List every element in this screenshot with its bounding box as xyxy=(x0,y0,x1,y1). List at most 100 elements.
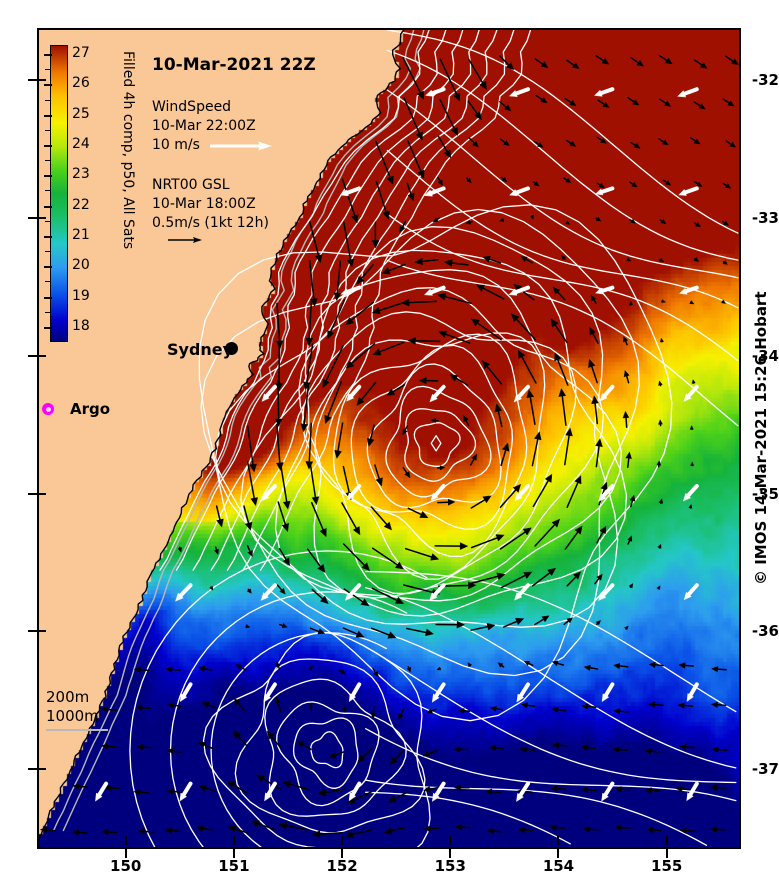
current-vector-head xyxy=(588,359,596,368)
current-vector-head xyxy=(360,598,370,607)
current-vector xyxy=(388,263,406,272)
x-tick-label: 153 xyxy=(434,857,466,875)
x-tick-inner xyxy=(232,836,235,845)
wind-legend-time: 10-Mar 22:00Z xyxy=(152,118,256,134)
current-vector-head xyxy=(198,742,206,748)
current-vector-head xyxy=(404,471,411,478)
wind-vector xyxy=(430,87,446,96)
current-vector-head xyxy=(419,377,427,384)
current-vector xyxy=(421,258,439,263)
current-vector-head xyxy=(569,141,576,147)
ssh-contour-offshore-n-2 xyxy=(386,89,739,279)
current-vector xyxy=(531,572,551,587)
y-tick-inner xyxy=(37,354,46,357)
current-vector xyxy=(142,746,153,749)
wind-vector xyxy=(599,87,615,96)
current-vector xyxy=(685,829,696,833)
current-vector-head xyxy=(631,182,638,188)
current-vector-head xyxy=(381,267,391,275)
current-vector-head xyxy=(138,828,145,835)
current-vector xyxy=(414,340,441,343)
current-vector xyxy=(488,258,502,264)
current-vector-head xyxy=(615,786,622,793)
current-vector-head xyxy=(283,500,291,510)
current-vector xyxy=(234,828,248,834)
current-vector xyxy=(170,829,181,832)
colorbar-tick xyxy=(44,296,52,299)
current-vector xyxy=(629,181,634,186)
wind-vector xyxy=(429,186,446,195)
current-vector-head xyxy=(312,830,321,838)
current-vector-head xyxy=(474,111,482,120)
current-vector xyxy=(276,423,281,464)
current-vector xyxy=(324,788,346,794)
current-vector xyxy=(246,460,255,499)
current-vector-head xyxy=(625,451,632,459)
ssh-contour-warm-eddy-9 xyxy=(274,269,623,602)
current-vector xyxy=(276,302,281,342)
current-vector xyxy=(558,744,568,747)
current-vector-head xyxy=(104,784,112,791)
current-vector-head xyxy=(416,131,423,141)
colorbar-title: Filled 4h comp, p50, All Sats xyxy=(120,51,136,250)
current-vector xyxy=(499,138,506,144)
wind-vector-head xyxy=(180,693,187,702)
current-vector-head xyxy=(216,518,224,528)
current-vector xyxy=(375,140,391,178)
colorbar-gradient xyxy=(50,45,68,342)
current-vector xyxy=(308,299,313,340)
current-vector-head xyxy=(177,547,182,553)
current-vector xyxy=(594,577,600,585)
current-vector-head xyxy=(550,785,558,792)
wind-vector xyxy=(434,781,446,798)
current-vector-head xyxy=(664,100,671,107)
x-tick-label: 151 xyxy=(218,857,250,875)
ssh-contour-eac-2 xyxy=(192,30,464,571)
current-vector-head xyxy=(665,180,671,186)
current-vector-head xyxy=(569,100,577,106)
wind-vector-head xyxy=(346,393,354,402)
current-vector xyxy=(353,790,373,801)
current-vector-head xyxy=(530,215,534,220)
current-vector xyxy=(501,176,505,180)
y-tick-mark xyxy=(28,79,37,82)
current-vector-head xyxy=(431,418,437,423)
current-vector xyxy=(451,262,469,266)
wind-vector xyxy=(518,682,530,698)
current-vector-head xyxy=(506,62,514,70)
current-vector xyxy=(262,777,282,791)
current-vector-head xyxy=(723,220,729,226)
current-vector-head xyxy=(247,550,253,557)
current-vector-head xyxy=(513,484,521,493)
current-vector xyxy=(45,829,56,832)
current-vector xyxy=(402,57,422,94)
y-tick-mark xyxy=(28,217,37,220)
current-vector-head xyxy=(40,827,47,833)
current-vector-head xyxy=(727,100,735,107)
x-tick-mark xyxy=(449,849,452,858)
current-vector-head xyxy=(552,742,560,749)
ssh-contour-eac-1 xyxy=(175,30,447,571)
x-tick-mark xyxy=(232,849,235,858)
current-vector-head xyxy=(419,511,429,518)
current-vector xyxy=(470,499,486,509)
current-vector-head xyxy=(487,828,495,835)
x-tick-label: 150 xyxy=(110,857,142,875)
wind-vector-head xyxy=(429,592,438,601)
wind-vector-head xyxy=(508,288,518,296)
current-vector-head xyxy=(437,293,447,301)
current-vector-head xyxy=(541,615,550,623)
current-vector-head xyxy=(135,704,143,711)
current-vector xyxy=(717,668,727,671)
current-vector xyxy=(468,58,484,84)
current-vector-head xyxy=(436,666,441,671)
current-vector-head xyxy=(426,708,433,714)
current-vector xyxy=(379,341,405,353)
current-vector xyxy=(305,343,314,384)
map-plot-area[interactable] xyxy=(37,28,741,849)
current-vector-head xyxy=(561,255,566,260)
current-vector xyxy=(406,182,412,196)
current-vector xyxy=(276,584,283,591)
wind-vector-head xyxy=(348,792,356,801)
current-vector-head xyxy=(584,664,591,671)
